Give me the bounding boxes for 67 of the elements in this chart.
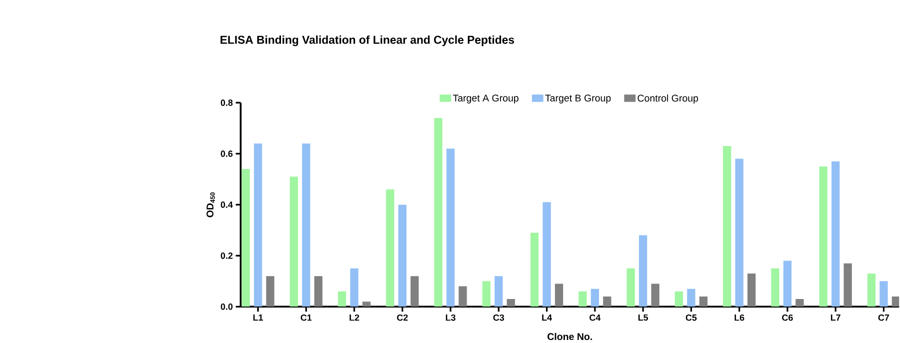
y-tick-label: 0.2 xyxy=(220,252,233,259)
y-tick-label: 0.0 xyxy=(220,304,233,310)
x-tick-label: L7 xyxy=(830,314,840,321)
bar xyxy=(867,274,876,307)
x-tick-label: L4 xyxy=(542,314,552,321)
chart-title: ELISA Binding Validation of Linear and Cycle Peptides xyxy=(220,36,514,46)
bar xyxy=(494,276,503,307)
y-tick-label: 0.4 xyxy=(220,202,233,208)
bar xyxy=(892,296,900,307)
bar xyxy=(530,232,539,307)
bar xyxy=(735,158,744,307)
bar xyxy=(844,263,852,307)
bar xyxy=(638,235,648,307)
bar xyxy=(458,286,467,307)
bar xyxy=(542,202,551,307)
bar xyxy=(482,281,490,307)
bar xyxy=(626,268,635,307)
bar xyxy=(783,260,792,307)
legend-label: Target B Group xyxy=(545,94,611,104)
bar xyxy=(434,118,442,307)
bar xyxy=(674,291,684,307)
x-axis-title: Clone No. xyxy=(548,333,592,340)
bar xyxy=(410,276,419,307)
bar xyxy=(554,284,564,307)
bar xyxy=(386,190,394,307)
bar xyxy=(338,291,346,307)
bar xyxy=(302,144,310,307)
bar xyxy=(446,148,455,307)
bar xyxy=(771,268,780,307)
bar xyxy=(578,291,587,307)
x-tick-label: C2 xyxy=(397,314,408,321)
bar xyxy=(350,268,358,307)
x-tick-label: C7 xyxy=(878,314,890,321)
x-tick-label: L5 xyxy=(638,314,648,321)
bar xyxy=(819,166,828,307)
bar xyxy=(362,302,371,307)
bar xyxy=(747,274,756,307)
bar xyxy=(242,169,250,307)
bar xyxy=(506,299,515,307)
legend-label: Target A Group xyxy=(452,94,518,104)
x-tick-label: L6 xyxy=(734,314,744,321)
legend-label: Control Group xyxy=(638,94,698,104)
y-axis-title: OD$_{450}$ xyxy=(206,192,215,218)
x-tick-label: L2 xyxy=(350,314,360,321)
bar xyxy=(687,288,696,307)
y-tick-label: 0.6 xyxy=(220,150,233,157)
bar xyxy=(880,281,888,307)
x-tick-label: C5 xyxy=(686,314,697,321)
bar xyxy=(590,288,599,307)
bar xyxy=(699,296,708,307)
bar xyxy=(796,299,804,307)
bar xyxy=(651,284,660,307)
x-tick-label: C1 xyxy=(300,314,312,321)
x-tick-label: C4 xyxy=(590,314,601,321)
bar xyxy=(603,296,612,307)
bar xyxy=(398,204,406,307)
bar xyxy=(290,176,298,307)
x-tick-label: C3 xyxy=(493,314,504,321)
x-tick-label: C6 xyxy=(782,314,793,321)
bar xyxy=(254,144,262,307)
y-tick-label: 0.8 xyxy=(220,100,233,106)
x-tick-label: L1 xyxy=(253,314,263,321)
x-tick-label: L3 xyxy=(446,314,456,321)
bar xyxy=(266,276,274,307)
bar xyxy=(831,161,840,307)
bar xyxy=(314,276,322,307)
bar xyxy=(722,146,732,307)
